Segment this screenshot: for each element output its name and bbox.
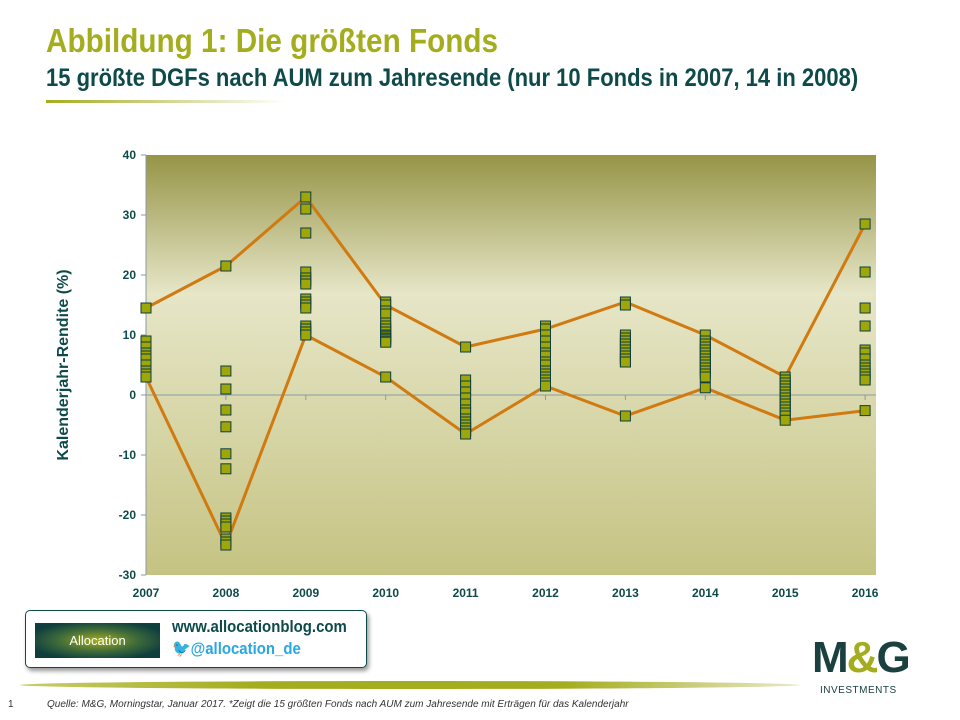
x-tick-label: 2011 <box>453 586 479 600</box>
fund-marker <box>619 356 631 368</box>
fund-marker <box>220 404 232 416</box>
twitter-icon: 🐦 <box>172 639 191 658</box>
x-tick-label: 2014 <box>692 586 719 600</box>
fund-marker <box>699 382 711 394</box>
y-axis-label: Kalenderjahr-Rendite (%) <box>55 269 72 460</box>
fund-marker <box>300 191 312 203</box>
fund-marker <box>380 336 392 348</box>
fund-marker <box>460 341 472 353</box>
fund-marker <box>859 266 871 278</box>
fund-marker <box>220 521 232 533</box>
logo-amp: & <box>846 633 879 682</box>
x-tick-label: 2008 <box>213 586 240 600</box>
logo-g: G <box>876 633 910 682</box>
fund-marker <box>859 302 871 314</box>
twitter-link[interactable]: 🐦@allocation_de <box>172 639 301 659</box>
fund-marker <box>220 463 232 475</box>
fund-marker <box>300 227 312 239</box>
x-tick-label: 2013 <box>612 586 639 600</box>
mg-logo: M&G <box>812 633 911 683</box>
promo-box: Allocation www.allocationblog.com 🐦@allo… <box>25 610 367 668</box>
decorative-brush-stroke <box>20 681 800 689</box>
fund-marker <box>220 539 232 551</box>
x-tick-label: 2010 <box>372 586 399 600</box>
x-tick-label: 2016 <box>852 586 879 600</box>
fund-marker <box>859 218 871 230</box>
fund-marker <box>140 302 152 314</box>
x-tick-label: 2015 <box>772 586 799 600</box>
fund-marker <box>300 203 312 215</box>
page-subtitle: 15 größte DGFs nach AUM zum Jahresende (… <box>46 64 859 92</box>
plot-area <box>146 155 876 575</box>
fund-marker <box>380 371 392 383</box>
y-tick-label: 40 <box>123 148 137 162</box>
max-return-line <box>145 194 867 380</box>
blog-link[interactable]: www.allocationblog.com <box>172 617 347 636</box>
x-tick-label: 2009 <box>292 586 319 600</box>
fund-marker <box>220 448 232 460</box>
twitter-handle: @allocation_de <box>190 639 301 658</box>
y-tick-label: 0 <box>129 388 136 402</box>
fund-marker <box>859 405 871 417</box>
fund-marker <box>300 329 312 341</box>
fund-marker <box>859 320 871 332</box>
fund-marker <box>619 410 631 422</box>
fund-marker <box>220 260 232 272</box>
y-tick-label: -10 <box>119 448 137 462</box>
x-tick-label: 2012 <box>532 586 559 600</box>
fund-marker <box>540 380 551 392</box>
fund-marker <box>300 278 312 290</box>
min-return-line <box>144 332 866 549</box>
fund-marker <box>699 371 711 383</box>
fund-marker <box>220 383 232 395</box>
y-tick-label: 20 <box>123 268 137 282</box>
logo-m: M <box>812 633 849 682</box>
fund-marker <box>220 421 232 433</box>
fund-marker <box>300 302 312 314</box>
y-tick-label: 30 <box>123 208 137 222</box>
y-tick-label: -30 <box>119 568 137 582</box>
fund-marker <box>859 374 871 386</box>
fund-marker <box>140 371 152 383</box>
allocation-logo: Allocation <box>35 623 160 658</box>
y-tick-label: 10 <box>123 328 137 342</box>
fund-marker <box>619 299 631 311</box>
y-tick-label: -20 <box>119 508 137 522</box>
page-number: 1 <box>8 699 14 710</box>
mg-logo-subtitle: INVESTMENTS <box>820 685 897 696</box>
fund-marker <box>460 428 472 440</box>
fund-marker <box>220 365 232 377</box>
fund-marker <box>779 414 791 426</box>
source-note: Quelle: M&G, Morningstar, Januar 2017. *… <box>47 699 629 710</box>
page-title: Abbildung 1: Die größten Fonds <box>46 22 499 59</box>
x-tick-label: 2007 <box>133 586 160 600</box>
title-underline <box>46 100 286 103</box>
